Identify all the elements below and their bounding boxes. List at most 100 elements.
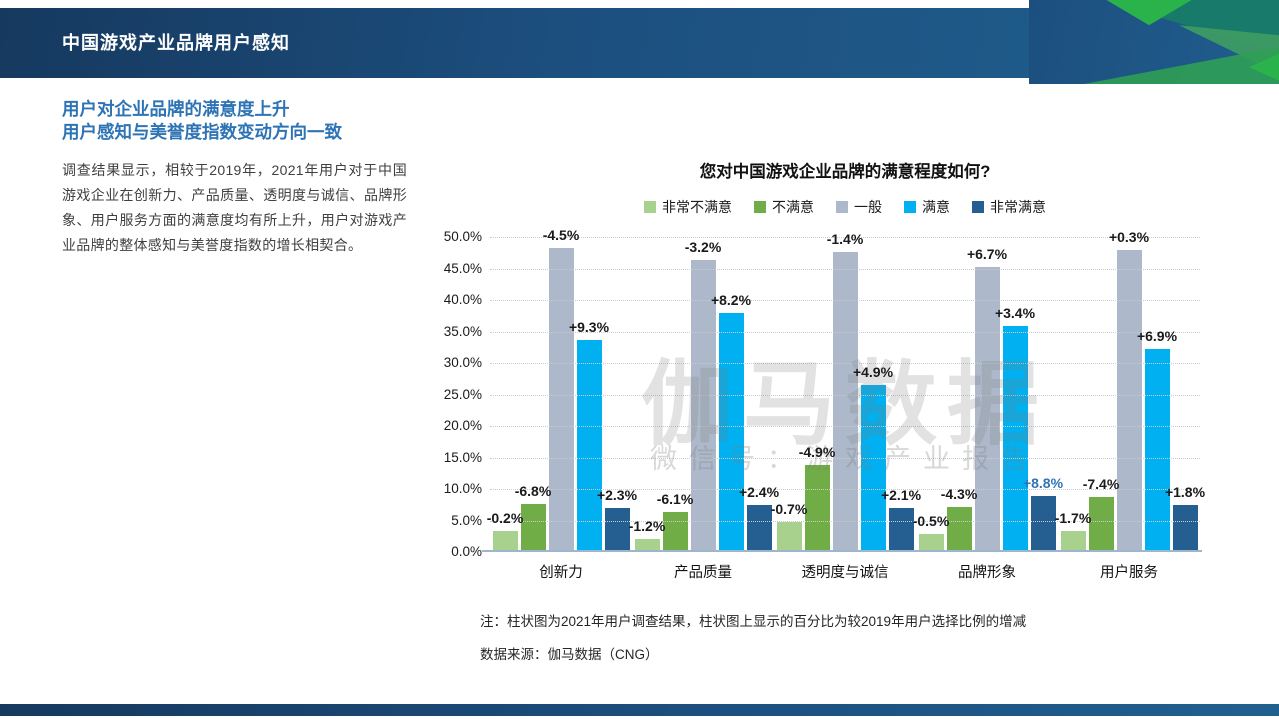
bar-2-4 (1116, 250, 1142, 552)
bar-delta-label: +3.4% (994, 305, 1036, 322)
bar-0-4 (1060, 530, 1086, 552)
bar-slot: -4.5% (543, 227, 579, 552)
bar-delta-label: -4.3% (940, 486, 978, 503)
gridline (490, 489, 1200, 490)
bar-delta-label: -0.2% (486, 509, 524, 526)
footer-bar (0, 704, 1279, 716)
legend-item-4: 非常满意 (972, 197, 1046, 217)
bar-delta-label: +2.4% (738, 484, 780, 501)
gridline (490, 426, 1200, 427)
bar-slot: +2.4% (739, 237, 779, 552)
bar-slot: -6.1% (657, 237, 693, 552)
bar-slot: +1.8% (1165, 237, 1205, 552)
bar-1-3 (946, 507, 972, 552)
bar-delta-label: +0.3% (1108, 229, 1150, 246)
bar-1-0 (520, 503, 546, 552)
y-tick-label: 25.0% (443, 386, 482, 402)
bar-slot: -4.3% (941, 237, 977, 552)
bar-0-1 (634, 539, 660, 552)
bar-0-0 (492, 530, 518, 552)
bar-1-2 (804, 465, 830, 552)
legend-swatch-icon (972, 201, 984, 213)
y-tick-label: 5.0% (451, 512, 482, 528)
bar-delta-label: -1.4% (826, 231, 864, 248)
bar-delta-label: +6.7% (966, 245, 1008, 262)
bar-delta-label: -6.8% (514, 482, 552, 499)
y-tick-label: 10.0% (443, 481, 482, 496)
bar-delta-label: +2.1% (880, 486, 922, 503)
bar-4-0 (604, 507, 630, 552)
legend-label: 满意 (922, 199, 950, 215)
legend-label: 非常不满意 (662, 199, 732, 215)
left-panel: 用户对企业品牌的满意度上升 用户感知与美誉度指数变动方向一致 调查结果显示，相较… (62, 98, 407, 258)
x-category-label-0: 创新力 (539, 565, 583, 581)
bar-2-3 (974, 266, 1000, 552)
bar-slot: +8.8% (1023, 237, 1063, 552)
legend-item-3: 满意 (904, 197, 950, 217)
legend-label: 一般 (854, 199, 882, 215)
bar-1-1 (662, 512, 688, 552)
bar-2-2 (832, 252, 858, 552)
bar-delta-label: -0.5% (912, 512, 950, 529)
bar-slot: -0.2% (487, 237, 523, 552)
bar-0-2 (776, 522, 802, 552)
legend-item-1: 不满意 (754, 197, 814, 217)
bar-slot: -0.7% (771, 237, 807, 552)
legend-swatch-icon (836, 201, 848, 213)
bar-group-1: -1.2% -6.1% -3.2% +8.2% +2.4% (629, 237, 779, 552)
chart-legend: 非常不满意 不满意 一般 满意 非常满意 (460, 197, 1230, 217)
bar-slot: +9.3% (569, 237, 609, 552)
legend-swatch-icon (904, 201, 916, 213)
y-tick-label: 50.0% (443, 229, 482, 244)
bar-delta-label: -6.1% (656, 491, 694, 508)
gridline (490, 237, 1200, 238)
y-tick-label: 0.0% (451, 544, 482, 559)
legend-swatch-icon (644, 201, 656, 213)
plot-area: -0.2% -6.8% -4.5% +9.3% +2.3% -1.2% -6.1% -3.2%… (487, 227, 1205, 552)
bar-3-4 (1144, 349, 1170, 552)
bar-slot: +4.9% (853, 237, 893, 552)
bar-delta-label: -0.7% (770, 501, 808, 518)
gridline (490, 363, 1200, 364)
x-category-label-2: 透明度与诚信 (801, 565, 889, 581)
section-body-text: 调查结果显示，相较于2019年，2021年用户对于中国游戏企业在创新力、产品质量… (62, 162, 407, 253)
y-tick-label: 30.0% (443, 355, 482, 370)
bar-group-3: -0.5% -4.3% +6.7% +3.4% +8.8% (913, 237, 1063, 552)
x-category-label-4: 用户服务 (1100, 565, 1158, 581)
data-source: 数据来源：伽马数据（CNG） (480, 647, 659, 662)
bar-0-3 (918, 533, 944, 552)
y-tick-label: 40.0% (443, 292, 482, 307)
legend-label: 不满意 (772, 199, 814, 215)
y-axis-labels: 0.0% 5.0% 10.0% 15.0% 20.0% 25.0% 30.0% 35.0% 40… (416, 229, 482, 559)
bar-slot: +2.1% (881, 237, 921, 552)
bar-slot: -0.5% (913, 237, 949, 552)
bar-3-2 (860, 385, 886, 552)
legend-label: 非常满意 (990, 199, 1046, 215)
bar-3-3 (1002, 326, 1028, 552)
bar-delta-label: +4.9% (852, 364, 894, 381)
x-axis-labels: 创新力 产品质量 透明度与诚信 品牌形象 用户服务 (490, 561, 1200, 582)
gridline (490, 394, 1200, 396)
bar-4-1 (746, 505, 772, 552)
x-axis-line (482, 550, 1202, 552)
bar-delta-label: +9.3% (568, 318, 610, 335)
bar-group-0: -0.2% -6.8% -4.5% +9.3% +2.3% (487, 227, 637, 552)
footnotes: 注：柱状图为2021年用户调查结果，柱状图上显示的百分比为较2019年用户选择比… (480, 610, 1200, 676)
bar-delta-label: -7.4% (1082, 475, 1120, 492)
bar-delta-label: -1.2% (628, 518, 666, 535)
bar-3-1 (718, 313, 744, 552)
bar-3-0 (576, 339, 602, 552)
x-category-label-1: 产品质量 (674, 565, 732, 581)
bar-slot: +8.2% (711, 237, 751, 552)
bar-4-4 (1172, 504, 1198, 552)
bar-slot: -3.2% (685, 237, 721, 552)
gridline (490, 520, 1200, 522)
legend-item-2: 一般 (836, 197, 882, 217)
bar-1-4 (1088, 496, 1114, 552)
bar-delta-label: +8.2% (710, 292, 752, 309)
bar-slot: -1.2% (629, 237, 665, 552)
bar-delta-label: -3.2% (684, 239, 722, 256)
bar-slot: +2.3% (597, 237, 637, 552)
chart-note: 注：柱状图为2021年用户调查结果，柱状图上显示的百分比为较2019年用户选择比… (480, 614, 1027, 629)
